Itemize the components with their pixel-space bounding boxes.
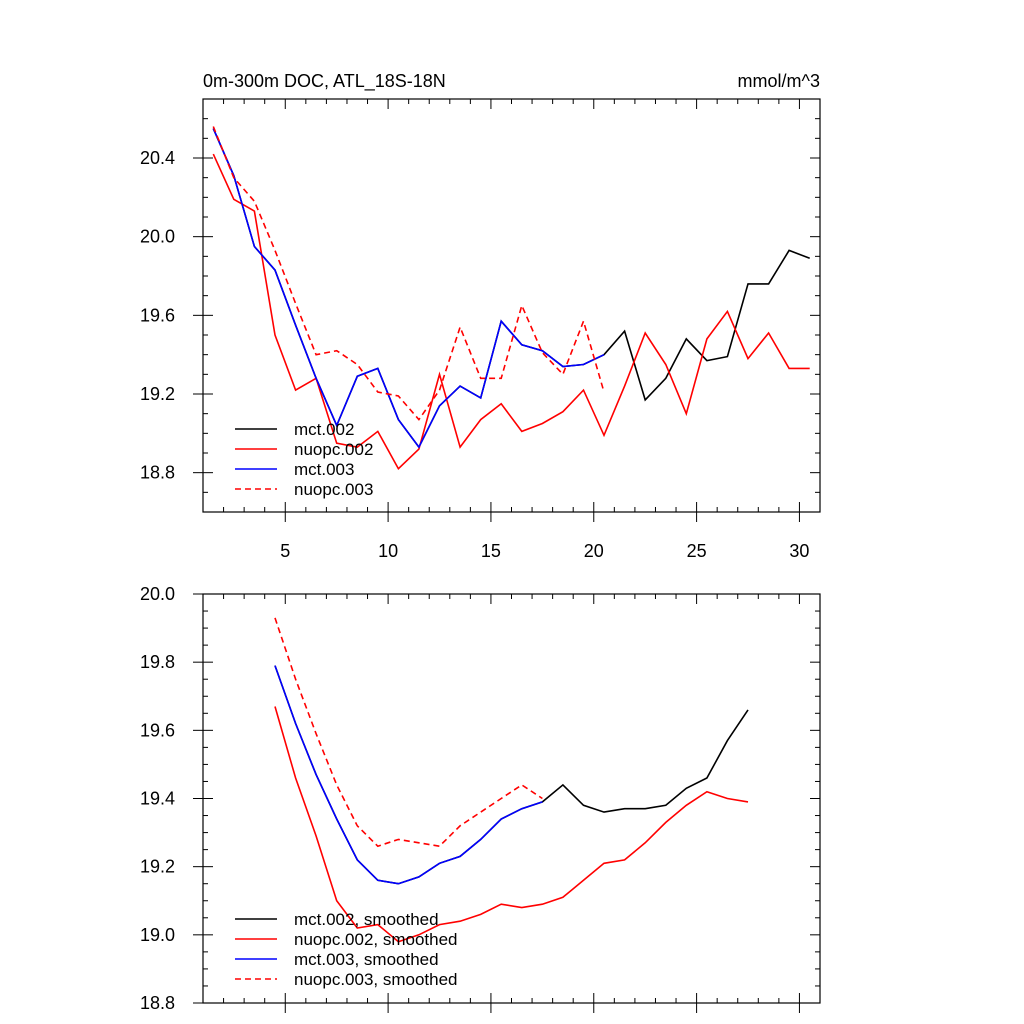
legend-label: nuopc.002, smoothed — [294, 930, 458, 949]
legend-label: nuopc.003, smoothed — [294, 970, 458, 989]
bottom-panel: 18.8 19.0 19.2 19.4 19.6 19.8 20.0 mct.002, smo… — [140, 584, 821, 1013]
panel-title: 0m-300m DOC, ATL_18S-18N — [203, 71, 446, 92]
legend-label: mct.002, smoothed — [294, 910, 439, 929]
legend-label: mct.002 — [294, 420, 354, 439]
x-tick-label: 30 — [789, 541, 809, 561]
y-tick-label: 18.8 — [140, 993, 175, 1013]
x-tick-label: 5 — [280, 541, 290, 561]
y-tick-label: 20.4 — [140, 148, 175, 168]
series-line — [212, 153, 810, 470]
units-label: mmol/m^3 — [738, 71, 820, 91]
y-tick-label: 19.8 — [140, 652, 175, 672]
y-tick-label: 19.6 — [140, 720, 175, 740]
x-tick-label: 15 — [481, 541, 501, 561]
series-line — [274, 706, 749, 943]
series-line — [212, 126, 605, 421]
x-tick-label: 20 — [584, 541, 604, 561]
series-line — [274, 617, 543, 848]
series-line — [212, 128, 810, 449]
legend-label: mct.003, smoothed — [294, 950, 439, 969]
legend-label: mct.003 — [294, 460, 354, 479]
legend-label: nuopc.003 — [294, 480, 373, 499]
series-line — [274, 665, 749, 885]
x-tick-label: 10 — [378, 541, 398, 561]
y-tick-label: 19.2 — [140, 857, 175, 877]
y-tick-label: 20.0 — [140, 227, 175, 247]
y-tick-label: 19.0 — [140, 925, 175, 945]
series-line — [212, 128, 605, 449]
legend-label: nuopc.002 — [294, 440, 373, 459]
y-tick-label: 20.0 — [140, 584, 175, 604]
y-tick-label: 19.4 — [140, 789, 175, 809]
y-tick-label: 18.8 — [140, 463, 175, 483]
x-tick-label: 25 — [687, 541, 707, 561]
y-tick-label: 19.6 — [140, 305, 175, 325]
top-panel: 0m-300m DOC, ATL_18S-18N mmol/m^3 5 10 15 2… — [140, 71, 821, 561]
y-tick-label: 19.2 — [140, 384, 175, 404]
series-line — [274, 665, 543, 885]
